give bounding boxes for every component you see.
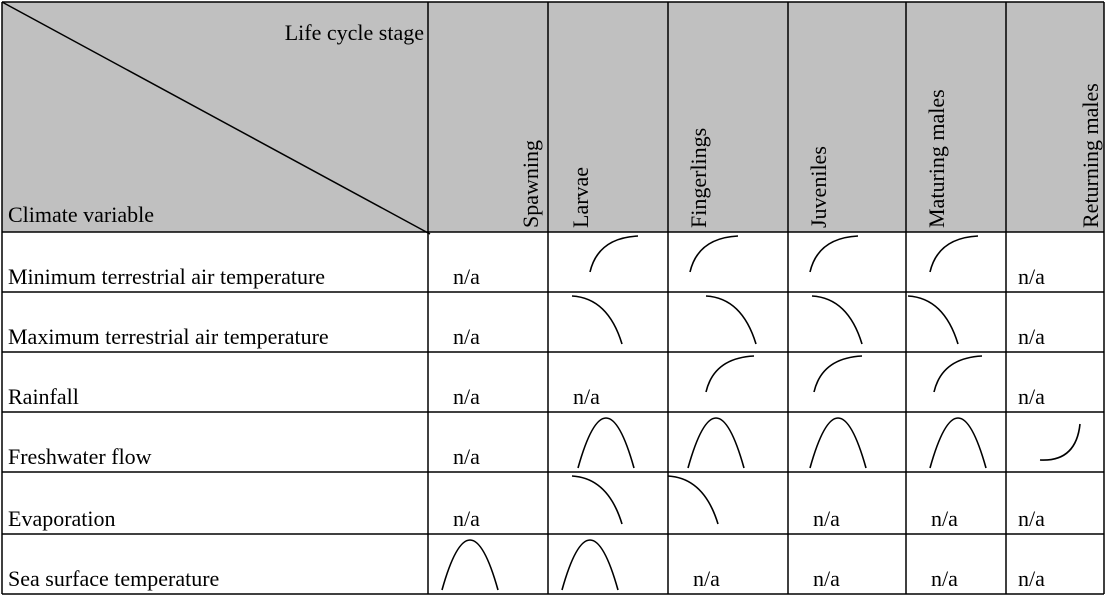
diagonal-line (1, 1, 431, 235)
curve (441, 539, 499, 591)
cell-text: n/a (1018, 324, 1045, 349)
cell-text: n/a (453, 444, 480, 469)
curve (577, 417, 635, 469)
cell-text: n/a (1018, 264, 1045, 289)
curve (809, 235, 859, 273)
cell-text: n/a (1018, 384, 1045, 409)
curve (811, 295, 863, 345)
cell-text: n/a (693, 566, 720, 591)
stage-label: Life cycle stage (285, 20, 424, 45)
cell-text: n/a (1018, 566, 1045, 591)
curve (705, 295, 757, 345)
cell-text: n/a (931, 506, 958, 531)
stage-header: Spawning (518, 140, 543, 228)
curve (561, 539, 619, 591)
row-label: Rainfall (8, 384, 79, 409)
curve (687, 417, 745, 469)
stage-header: Maturing males (924, 89, 949, 228)
curve (929, 235, 979, 273)
header-background (2, 2, 1104, 232)
curve (907, 295, 959, 345)
cell-text: n/a (813, 566, 840, 591)
curve (813, 355, 863, 393)
cell-text: n/a (573, 384, 600, 409)
curve (589, 235, 639, 273)
variable-label: Climate variable (8, 202, 154, 227)
row-label: Evaporation (8, 506, 116, 531)
curve (667, 475, 719, 525)
row-label: Freshwater flow (8, 444, 152, 469)
stage-header: Juveniles (806, 146, 831, 228)
cell-text: n/a (453, 264, 480, 289)
stage-header: Larvae (568, 167, 593, 228)
curve (689, 235, 739, 273)
curve (809, 417, 867, 469)
cell-text: n/a (931, 566, 958, 591)
curve (933, 355, 983, 393)
curve (571, 475, 623, 525)
stage-header: Fingerlings (686, 128, 711, 228)
cell-text: n/a (453, 384, 480, 409)
curves (441, 235, 1081, 591)
row-label: Sea surface temperature (8, 566, 219, 591)
row-label: Maximum terrestrial air temperature (8, 324, 329, 349)
cell-text: n/a (453, 506, 480, 531)
curve (705, 355, 755, 393)
cell-text: n/a (453, 324, 480, 349)
row-label: Minimum terrestrial air temperature (8, 264, 325, 289)
cell-text: n/a (1018, 506, 1045, 531)
curve (571, 295, 623, 345)
cell-text: n/a (813, 506, 840, 531)
stage-header: Returning males (1078, 83, 1103, 228)
curve (1039, 423, 1081, 461)
curve (929, 417, 987, 469)
